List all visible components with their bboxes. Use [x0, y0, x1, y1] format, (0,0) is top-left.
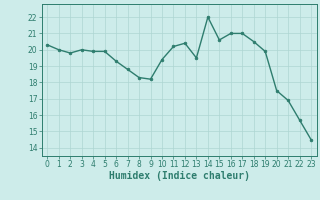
X-axis label: Humidex (Indice chaleur): Humidex (Indice chaleur) [109, 171, 250, 181]
